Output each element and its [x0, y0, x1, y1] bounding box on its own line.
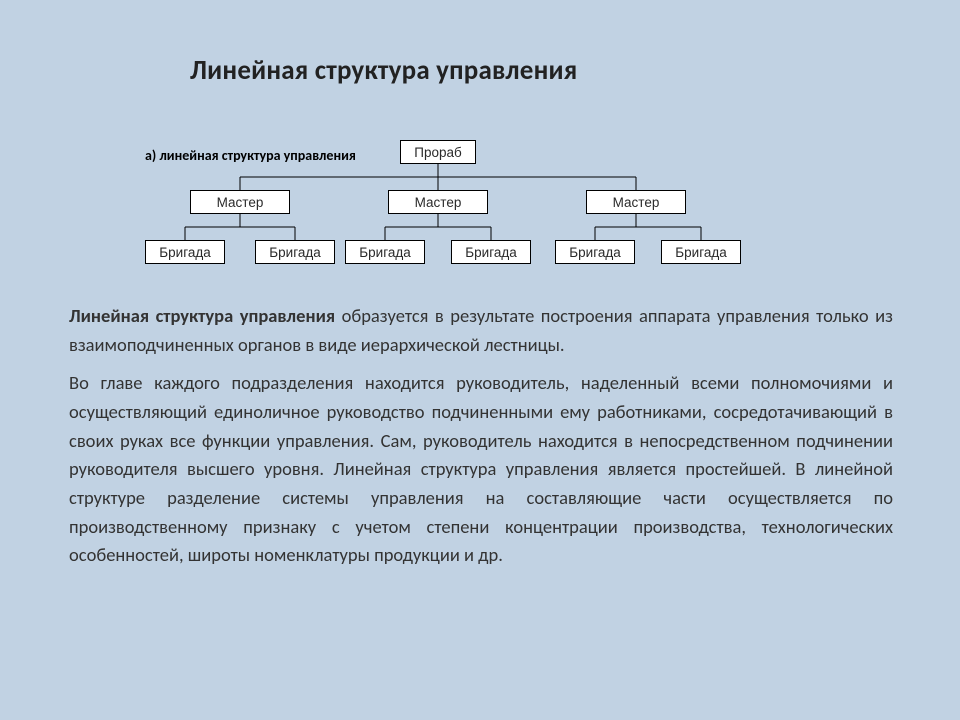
node-b5: Бригада: [555, 240, 635, 264]
node-b1: Бригада: [145, 240, 225, 264]
page-title: Линейная структура управления: [190, 54, 577, 87]
paragraph-1: Линейная структура управления образуется…: [69, 302, 893, 359]
node-b6: Бригада: [661, 240, 741, 264]
slide: Линейная структура управления а) линейна…: [0, 0, 960, 720]
node-mid1: Мастер: [190, 190, 290, 214]
body-text: Линейная структура управления образуется…: [69, 302, 893, 580]
node-b2: Бригада: [255, 240, 335, 264]
node-b4: Бригада: [451, 240, 531, 264]
node-mid2: Мастер: [388, 190, 488, 214]
node-mid3: Мастер: [586, 190, 686, 214]
node-top: Прораб: [400, 140, 476, 164]
lead-phrase: Линейная структура управления: [69, 304, 335, 327]
paragraph-2: Во главе каждого подразделения находится…: [69, 369, 893, 570]
node-b3: Бригада: [345, 240, 425, 264]
org-chart: а) линейная структура управления Прор: [135, 135, 875, 285]
